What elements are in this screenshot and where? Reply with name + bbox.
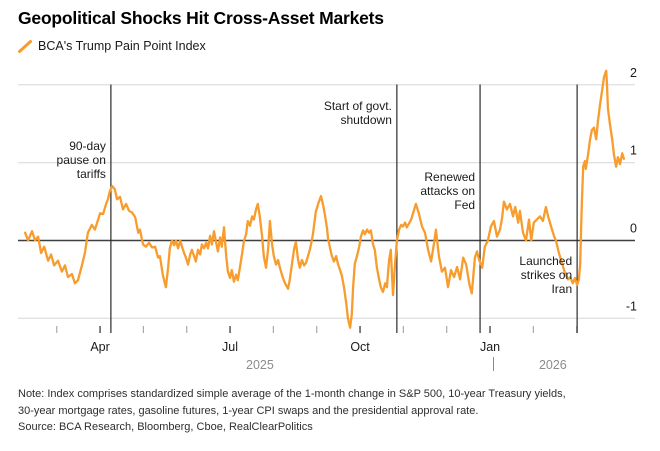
y-axis-label: -1: [626, 299, 637, 313]
x-axis-month-label: Jul: [222, 340, 238, 354]
annotation-line: pause on: [56, 153, 106, 167]
x-axis-year-label: 2026: [539, 358, 567, 372]
annotation-line: tariffs: [76, 167, 106, 181]
annotation-govt-shutdown: Start of govt. shutdown: [324, 99, 392, 127]
annotation-line: Fed: [454, 198, 476, 212]
chart-footnote: Note: Index comprises standardized simpl…: [18, 386, 646, 436]
note-line-1: Note: Index comprises standardized simpl…: [18, 388, 566, 400]
x-axis-month-label: Jan: [480, 340, 500, 354]
legend: BCA's Trump Pain Point Index: [18, 38, 206, 54]
annotation-line: Renewed: [424, 170, 476, 184]
annotation-fed-attacks: Renewed attacks on Fed: [420, 170, 475, 212]
chart-title: Geopolitical Shocks Hit Cross-Asset Mark…: [18, 8, 384, 28]
pain-index-line: [23, 69, 626, 329]
annotation-line: 90-day: [69, 139, 106, 153]
annotation-line: shutdown: [340, 113, 392, 127]
x-axis-month-label: Oct: [350, 340, 370, 354]
annotation-line: Iran: [551, 282, 573, 296]
x-axis-year-label: 2025: [246, 358, 274, 372]
annotation-line: Launched: [519, 254, 573, 268]
legend-label: BCA's Trump Pain Point Index: [38, 39, 206, 53]
annotation-line: strikes on: [520, 268, 573, 282]
source-line: Source: BCA Research, Bloomberg, Cboe, R…: [18, 421, 313, 433]
y-axis-label: 0: [630, 222, 637, 236]
y-axis-label: 1: [630, 144, 637, 158]
series-line-icon: [18, 39, 32, 53]
annotation-iran-strikes: Launched strikes on Iran: [519, 254, 572, 296]
x-axis-month-label: Apr: [90, 340, 109, 354]
annotation-line: Start of govt.: [323, 99, 392, 113]
annotation-line: attacks on: [420, 184, 476, 198]
note-line-2: 30-year mortgage rates, gasoline futures…: [18, 404, 479, 417]
pain-point-index-chart: 2 1 0 -1 Apr Jul Oct Jan 2025 2026: [18, 66, 637, 372]
annotation-tariff-pause: 90-day pause on tariffs: [57, 139, 106, 181]
y-axis-label: 2: [630, 66, 637, 80]
